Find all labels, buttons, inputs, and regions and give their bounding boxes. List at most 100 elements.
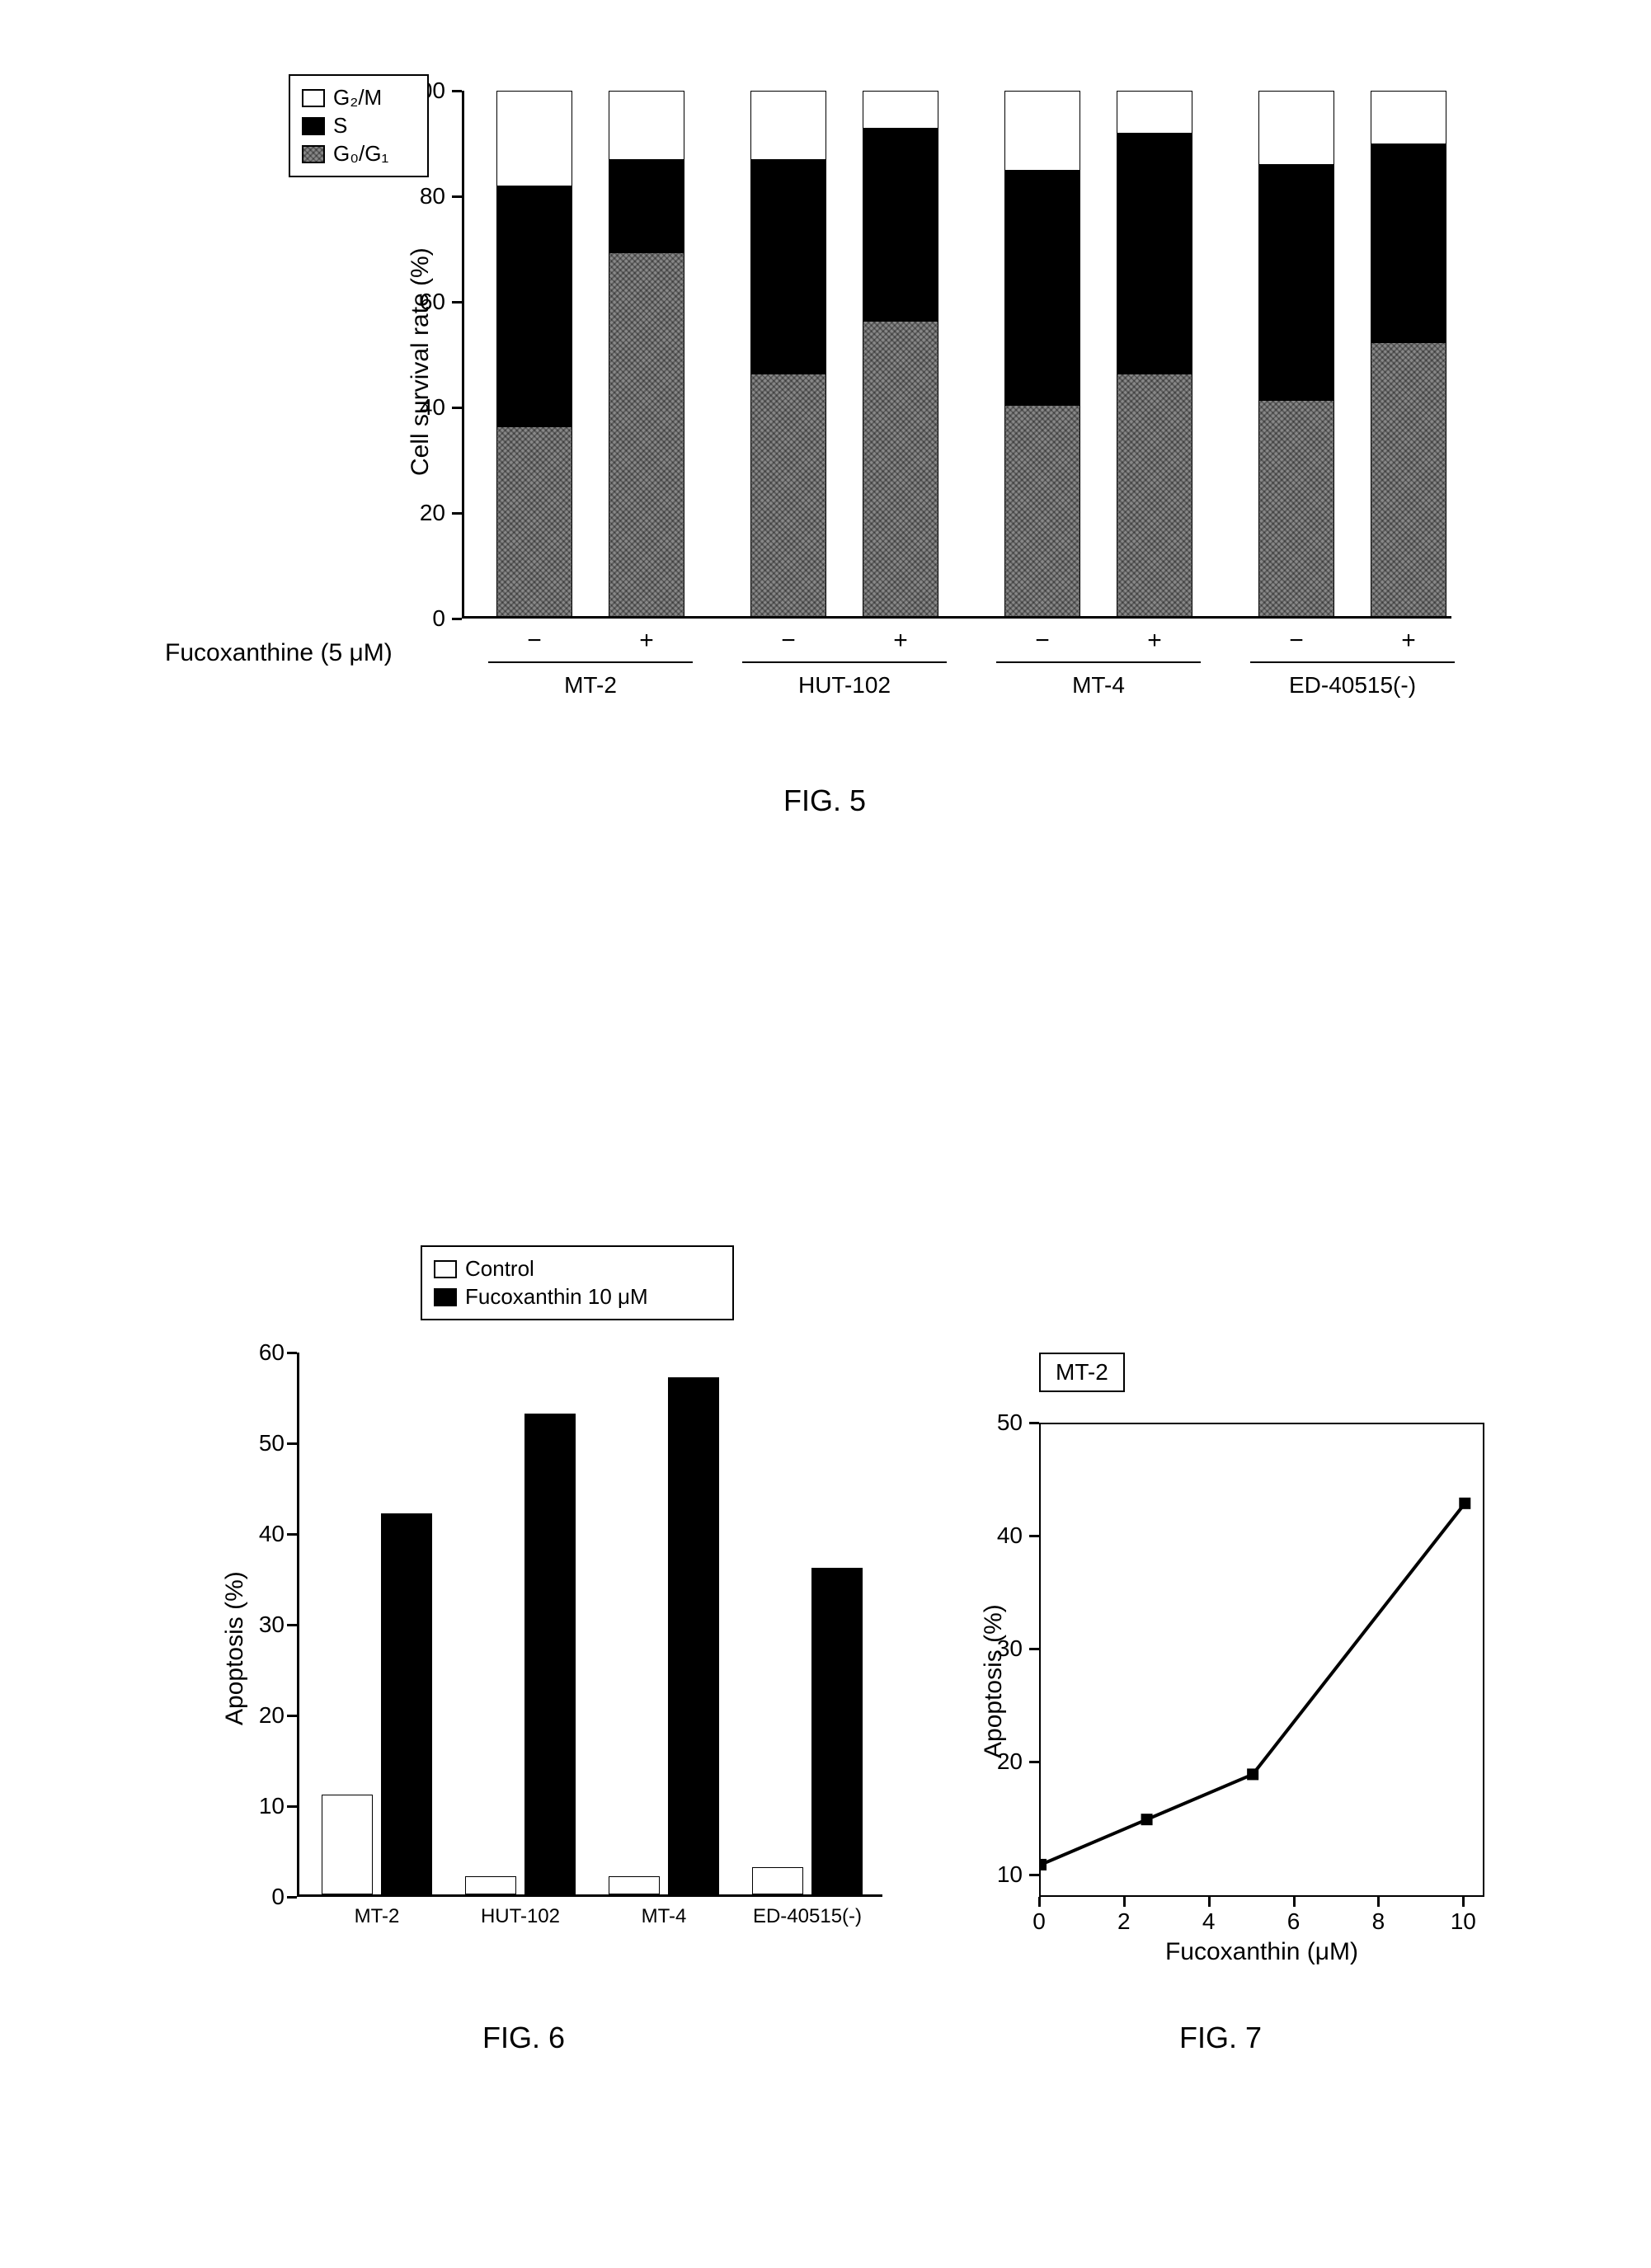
- fig6-bar: [811, 1568, 863, 1894]
- fig7-x-tick-label: 10: [1446, 1908, 1479, 1935]
- fig6-category-label: MT-2: [305, 1905, 449, 1928]
- fig7-label: FIG. 7: [932, 2021, 1509, 2055]
- fig5-category-label: ED-40515(-): [1234, 672, 1471, 699]
- fig7-marker: [1247, 1768, 1258, 1780]
- fig6-y-tick: [287, 1624, 297, 1626]
- fig7-y-tick: [1029, 1535, 1039, 1537]
- fig6-legend-swatch-control: [434, 1260, 457, 1278]
- fig5-bar-seg-s: [1004, 170, 1080, 407]
- fig7-title-box: MT-2: [1039, 1353, 1125, 1392]
- fig5-y-tick-label: 0: [396, 605, 445, 632]
- fig6-y-tick-label: 50: [239, 1430, 285, 1456]
- fig6-legend-row-fucox: Fucoxanthin 10 μM: [434, 1284, 721, 1310]
- fig5-condition-label: −: [1022, 627, 1063, 655]
- fig5-bar-seg-g0g1: [496, 427, 572, 616]
- fig6-y-tick: [287, 1896, 297, 1899]
- fig6-y-tick: [287, 1352, 297, 1354]
- fig5-bar-seg-s: [863, 128, 938, 322]
- fig5-bar: [1258, 91, 1334, 616]
- fig6-bar: [752, 1867, 803, 1894]
- fig5-condition-label: +: [1388, 627, 1429, 655]
- fig5-bar-seg-g0g1: [750, 374, 826, 616]
- fig5-legend-label-g2m: G₂/M: [333, 85, 382, 111]
- fig5-label: FIG. 5: [148, 783, 1501, 818]
- fig6-legend-swatch-fucox: [434, 1288, 457, 1306]
- fig7-y-tick: [1029, 1422, 1039, 1424]
- fig7-x-tick: [1377, 1897, 1380, 1907]
- fig5-x-axis-title: Fucoxanthine (5 μM): [165, 639, 454, 667]
- fig6-y-tick-label: 60: [239, 1339, 285, 1366]
- fig5-condition-label: +: [880, 627, 921, 655]
- fig5-plot-area: [462, 91, 1451, 619]
- fig5-bar-seg-s: [750, 159, 826, 374]
- figure-5: 020406080100 Cell survival rate (%) G₂/M…: [148, 66, 1501, 808]
- fig7-line: [1041, 1503, 1465, 1865]
- fig5-bar-seg-g2m: [609, 91, 684, 159]
- fig5-category-underline: [488, 661, 693, 663]
- fig6-bar: [381, 1513, 432, 1894]
- fig6-y-axis-title: Apoptosis (%): [221, 1519, 249, 1725]
- fig5-bar-seg-g0g1: [863, 322, 938, 616]
- fig7-y-tick-label: 50: [981, 1409, 1023, 1436]
- fig5-legend-row-s: S: [302, 113, 416, 139]
- fig6-x-axis: [297, 1894, 882, 1897]
- fig5-bar-seg-s: [1117, 133, 1192, 374]
- fig7-plot-area: [1039, 1423, 1484, 1897]
- fig5-category-underline: [1250, 661, 1455, 663]
- fig5-y-tick: [452, 618, 462, 620]
- fig7-x-tick-label: 6: [1277, 1908, 1310, 1935]
- fig5-legend: G₂/M S G₀/G₁: [289, 74, 429, 177]
- fig6-y-tick: [287, 1533, 297, 1536]
- fig6-legend-row-control: Control: [434, 1256, 721, 1282]
- fig5-bar: [496, 91, 572, 616]
- fig6-y-tick: [287, 1715, 297, 1717]
- fig7-x-tick-label: 8: [1362, 1908, 1395, 1935]
- fig6-legend-label-fucox: Fucoxanthin 10 μM: [465, 1284, 648, 1310]
- fig5-bar-seg-g0g1: [1371, 343, 1446, 616]
- fig5-bar-seg-g2m: [1258, 91, 1334, 164]
- fig5-bar-seg-g0g1: [1258, 401, 1334, 616]
- fig5-y-tick: [452, 90, 462, 92]
- fig5-condition-label: +: [1134, 627, 1175, 655]
- fig7-marker: [1459, 1498, 1470, 1509]
- fig5-bar: [1371, 91, 1446, 616]
- fig6-y-tick-label: 0: [239, 1884, 285, 1910]
- fig6-bar: [465, 1876, 516, 1894]
- fig5-bar-seg-g2m: [496, 91, 572, 186]
- fig6-bar: [609, 1876, 660, 1894]
- fig5-condition-label: −: [1276, 627, 1317, 655]
- fig5-y-tick: [452, 301, 462, 303]
- fig5-bar-seg-s: [1371, 144, 1446, 343]
- fig5-category-label: HUT-102: [726, 672, 963, 699]
- fig5-bar-seg-g0g1: [1004, 406, 1080, 616]
- fig5-bar-seg-g2m: [1371, 91, 1446, 144]
- fig7-x-tick: [1293, 1897, 1296, 1907]
- fig5-y-tick: [452, 195, 462, 198]
- fig7-y-tick: [1029, 1648, 1039, 1650]
- fig5-bar: [1004, 91, 1080, 616]
- fig7-x-axis-title: Fucoxanthin (μM): [1039, 1938, 1484, 1966]
- fig7-marker: [1141, 1814, 1153, 1825]
- fig5-category-underline: [996, 661, 1201, 663]
- fig6-bar: [322, 1795, 373, 1894]
- fig7-y-tick-label: 10: [981, 1861, 1023, 1888]
- fig5-y-tick: [452, 407, 462, 409]
- fig6-y-tick: [287, 1442, 297, 1445]
- fig5-bar-seg-s: [609, 159, 684, 254]
- fig6-legend-label-control: Control: [465, 1256, 534, 1282]
- figure-6: Control Fucoxanthin 10 μM 0102030405060 …: [165, 1245, 882, 2070]
- fig7-x-tick-label: 4: [1192, 1908, 1225, 1935]
- fig7-y-tick: [1029, 1761, 1039, 1763]
- fig5-condition-label: −: [514, 627, 555, 655]
- fig6-y-tick-label: 10: [239, 1793, 285, 1819]
- fig5-y-axis-title: Cell survival rate (%): [407, 228, 435, 476]
- fig5-bar-seg-s: [496, 186, 572, 427]
- fig7-x-tick: [1462, 1897, 1465, 1907]
- fig5-y-axis: [462, 91, 464, 619]
- fig7-x-tick-label: 0: [1023, 1908, 1056, 1935]
- fig5-bar-seg-g2m: [1117, 91, 1192, 133]
- fig5-bar-seg-g2m: [750, 91, 826, 159]
- fig7-y-tick: [1029, 1874, 1039, 1876]
- fig7-x-tick: [1038, 1897, 1041, 1907]
- fig5-bar-seg-g2m: [1004, 91, 1080, 170]
